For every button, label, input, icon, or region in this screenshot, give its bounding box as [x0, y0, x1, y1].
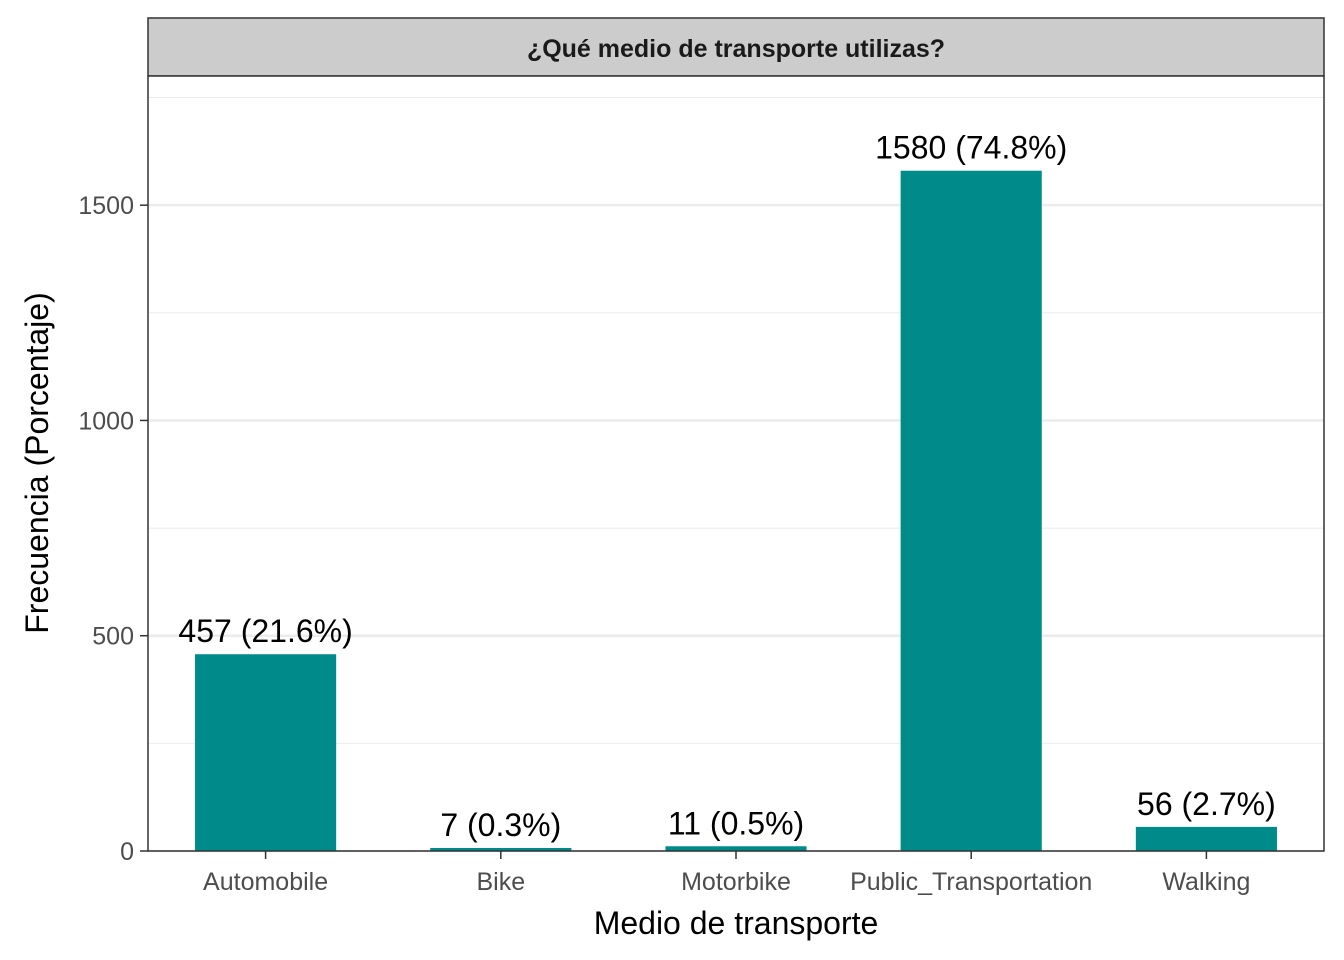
chart-title: ¿Qué medio de transporte utilizas? [527, 35, 945, 63]
x-tick-label: Bike [476, 868, 525, 896]
y-tick-label: 1500 [78, 192, 134, 220]
x-tick-label: Automobile [203, 868, 328, 896]
minor-gridlines [148, 97, 1324, 744]
bar-motorbike [665, 846, 807, 851]
facet-strip [147, 17, 1325, 77]
bar-bike [430, 847, 572, 851]
y-tick-label: 1000 [78, 407, 134, 435]
y-axis-title: Frecuencia (Porcentaje) [19, 292, 55, 633]
data-label: 56 (2.7%) [1137, 786, 1276, 822]
x-tick-label: Motorbike [681, 868, 791, 896]
data-label: 457 (21.6%) [178, 613, 352, 649]
y-tick-label: 0 [120, 838, 134, 866]
x-axis: Automobile Bike Motorbike Public_Transporta… [203, 851, 1250, 896]
bars [195, 170, 1277, 851]
data-label: 7 (0.3%) [440, 807, 561, 843]
x-tick-label: Public_Transportation [850, 868, 1092, 896]
x-tick-label: Walking [1162, 868, 1250, 896]
data-label: 11 (0.5%) [668, 805, 804, 841]
x-axis-title: Medio de transporte [594, 905, 879, 941]
bar-automobile [195, 654, 337, 851]
y-axis: 0 500 1000 1500 [78, 192, 148, 866]
bar-public-transportation [900, 170, 1042, 851]
y-tick-label: 500 [92, 623, 134, 651]
data-label: 1580 (74.8%) [875, 130, 1067, 166]
data-labels: 457 (21.6%) 7 (0.3%) 11 (0.5%) 1580 (74.8%)… [178, 130, 1275, 843]
bar-walking [1135, 826, 1277, 851]
